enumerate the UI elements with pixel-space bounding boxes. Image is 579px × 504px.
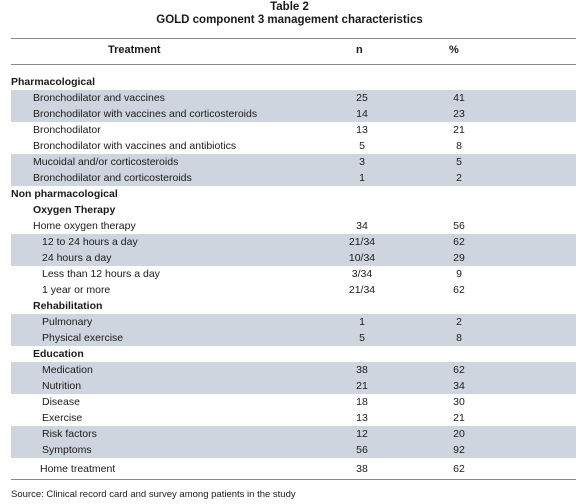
row-label: Medication	[42, 364, 93, 376]
row-label: Bronchodilator and corticosteroids	[33, 172, 192, 184]
table-row: Risk factors 12 20	[11, 426, 576, 442]
row-n: 1	[359, 172, 365, 184]
row-n: 18	[356, 396, 368, 408]
table-number: Table 2	[270, 1, 309, 13]
row-percent: 41	[453, 92, 465, 104]
subsection-row-oxygen-therapy: Oxygen Therapy	[11, 202, 576, 218]
row-n: 21	[356, 380, 368, 392]
table-row: 24 hours a day 10/34 29	[11, 250, 576, 266]
row-percent: 62	[453, 463, 465, 475]
bottom-rule	[11, 479, 576, 480]
table-row: Pulmonary 1 2	[11, 314, 576, 330]
row-label: Non pharmacological	[11, 188, 118, 200]
header-percent: %	[449, 44, 459, 56]
table-row: 12 to 24 hours a day 21/34 62	[11, 234, 576, 250]
table-row: Home oxygen therapy 34 56	[11, 218, 576, 234]
row-n: 1	[359, 316, 365, 328]
table-row: Mucoidal and/or corticosteroids 3 5	[11, 154, 576, 170]
subsection-row-education: Education	[11, 346, 576, 362]
row-label: Rehabilitation	[33, 300, 103, 312]
row-label: Risk factors	[42, 428, 97, 440]
table-row: Bronchodilator and corticosteroids 1 2	[11, 170, 576, 186]
row-label: 24 hours a day	[42, 252, 112, 264]
row-n: 25	[356, 92, 368, 104]
row-n: 10/34	[348, 252, 376, 264]
row-label: Mucoidal and/or corticosteroids	[33, 156, 179, 168]
row-label: 1 year or more	[42, 284, 111, 296]
table-row: Less than 12 hours a day 3/34 9	[11, 266, 576, 282]
row-percent: 2	[456, 316, 462, 328]
row-label: Education	[33, 348, 84, 360]
row-n: 12	[356, 428, 368, 440]
row-label: Home treatment	[40, 463, 116, 475]
row-label: Nutrition	[42, 380, 82, 392]
row-label: Bronchodilator and vaccines	[33, 92, 165, 104]
row-percent: 9	[456, 268, 462, 280]
table-title: GOLD component 3 management characterist…	[156, 14, 423, 26]
top-rule	[11, 38, 576, 39]
table-row: Bronchodilator with vaccines and antibio…	[11, 138, 576, 154]
row-n: 34	[356, 220, 368, 232]
row-percent: 29	[453, 252, 465, 264]
row-label: Symptoms	[42, 444, 92, 456]
row-percent: 92	[453, 444, 465, 456]
row-percent: 62	[453, 284, 465, 296]
row-percent: 34	[453, 380, 465, 392]
row-n: 13	[356, 124, 368, 136]
row-n: 14	[356, 108, 368, 120]
row-n: 5	[359, 332, 365, 344]
row-percent: 56	[453, 220, 465, 232]
row-n: 3	[359, 156, 365, 168]
row-percent: 62	[453, 364, 465, 376]
table-row: Medication 38 62	[11, 362, 576, 378]
row-label: Pulmonary	[42, 316, 93, 328]
header-treatment: Treatment	[108, 44, 161, 56]
row-label: Home oxygen therapy	[33, 220, 136, 232]
row-n: 5	[359, 140, 365, 152]
row-label: Physical exercise	[42, 332, 124, 344]
row-label: Exercise	[42, 412, 83, 424]
subsection-row-rehabilitation: Rehabilitation	[11, 298, 576, 314]
row-label: Bronchodilator	[33, 124, 101, 136]
row-percent: 5	[456, 156, 462, 168]
row-percent: 21	[453, 412, 465, 424]
row-percent: 23	[453, 108, 465, 120]
source-note: Source: Clinical record card and survey …	[11, 489, 296, 500]
row-n: 21/34	[348, 284, 376, 296]
row-n: 56	[356, 444, 368, 456]
table-row: Nutrition 21 34	[11, 378, 576, 394]
table-row: Bronchodilator 13 21	[11, 122, 576, 138]
row-n: 21/34	[348, 236, 376, 248]
row-label: Pharmacological	[11, 76, 96, 88]
row-label: Bronchodilator with vaccines and antibio…	[33, 140, 237, 152]
header-rule	[11, 64, 576, 65]
table-row: Exercise 13 21	[11, 410, 576, 426]
table-row: 1 year or more 21/34 62	[11, 282, 576, 298]
table-row: Bronchodilator with vaccines and cortico…	[11, 106, 576, 122]
row-percent: 20	[453, 428, 465, 440]
row-label: 12 to 24 hours a day	[42, 236, 138, 248]
row-label: Disease	[42, 396, 80, 408]
row-n: 38	[356, 463, 368, 475]
table-row: Home treatment 38 62	[11, 461, 576, 477]
row-label: Oxygen Therapy	[33, 204, 116, 216]
header-n: n	[356, 44, 363, 56]
row-label: Less than 12 hours a day	[42, 268, 160, 280]
row-n: 38	[356, 364, 368, 376]
row-label: Bronchodilator with vaccines and cortico…	[33, 108, 258, 120]
section-row-non-pharmacological: Non pharmacological	[11, 186, 576, 202]
row-percent: 30	[453, 396, 465, 408]
table-row: Symptoms 56 92	[11, 442, 576, 458]
table-row: Bronchodilator and vaccines 25 41	[11, 90, 576, 106]
row-percent: 8	[456, 332, 462, 344]
table-row: Physical exercise 5 8	[11, 330, 576, 346]
row-percent: 62	[453, 236, 465, 248]
row-percent: 2	[456, 172, 462, 184]
row-n: 3/34	[351, 268, 373, 280]
section-row-pharmacological: Pharmacological	[11, 74, 576, 90]
row-percent: 8	[456, 140, 462, 152]
table-row: Disease 18 30	[11, 394, 576, 410]
row-n: 13	[356, 412, 368, 424]
row-percent: 21	[453, 124, 465, 136]
